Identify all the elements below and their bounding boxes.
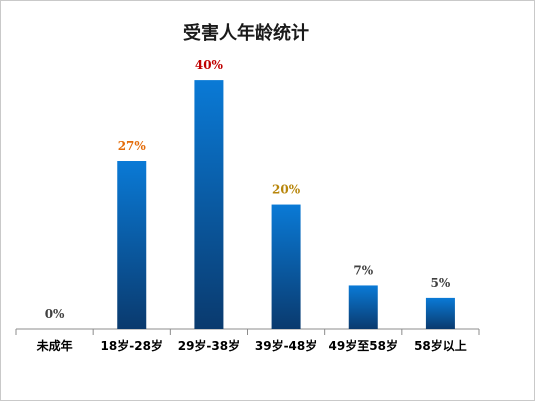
category-label: 49岁至58岁 [329, 338, 398, 353]
data-label: 7% [353, 263, 373, 277]
category-label: 29岁-38岁 [178, 338, 240, 353]
data-label: 0% [45, 307, 65, 321]
data-label: 40% [195, 58, 224, 72]
chart-title: 受害人年龄统计 [183, 22, 309, 44]
data-label: 20% [272, 183, 301, 197]
bar-2 [117, 161, 147, 329]
data-label: 5% [431, 276, 451, 290]
bar-3 [194, 80, 224, 329]
category-label: 58岁以上 [414, 338, 467, 353]
data-label: 27% [118, 139, 147, 153]
bar-4 [271, 204, 301, 329]
category-label: 未成年 [36, 338, 73, 353]
category-label: 39岁-48岁 [255, 338, 317, 353]
bar-6 [425, 297, 455, 329]
bar-5 [348, 285, 378, 329]
category-label: 18岁-28岁 [101, 338, 163, 353]
